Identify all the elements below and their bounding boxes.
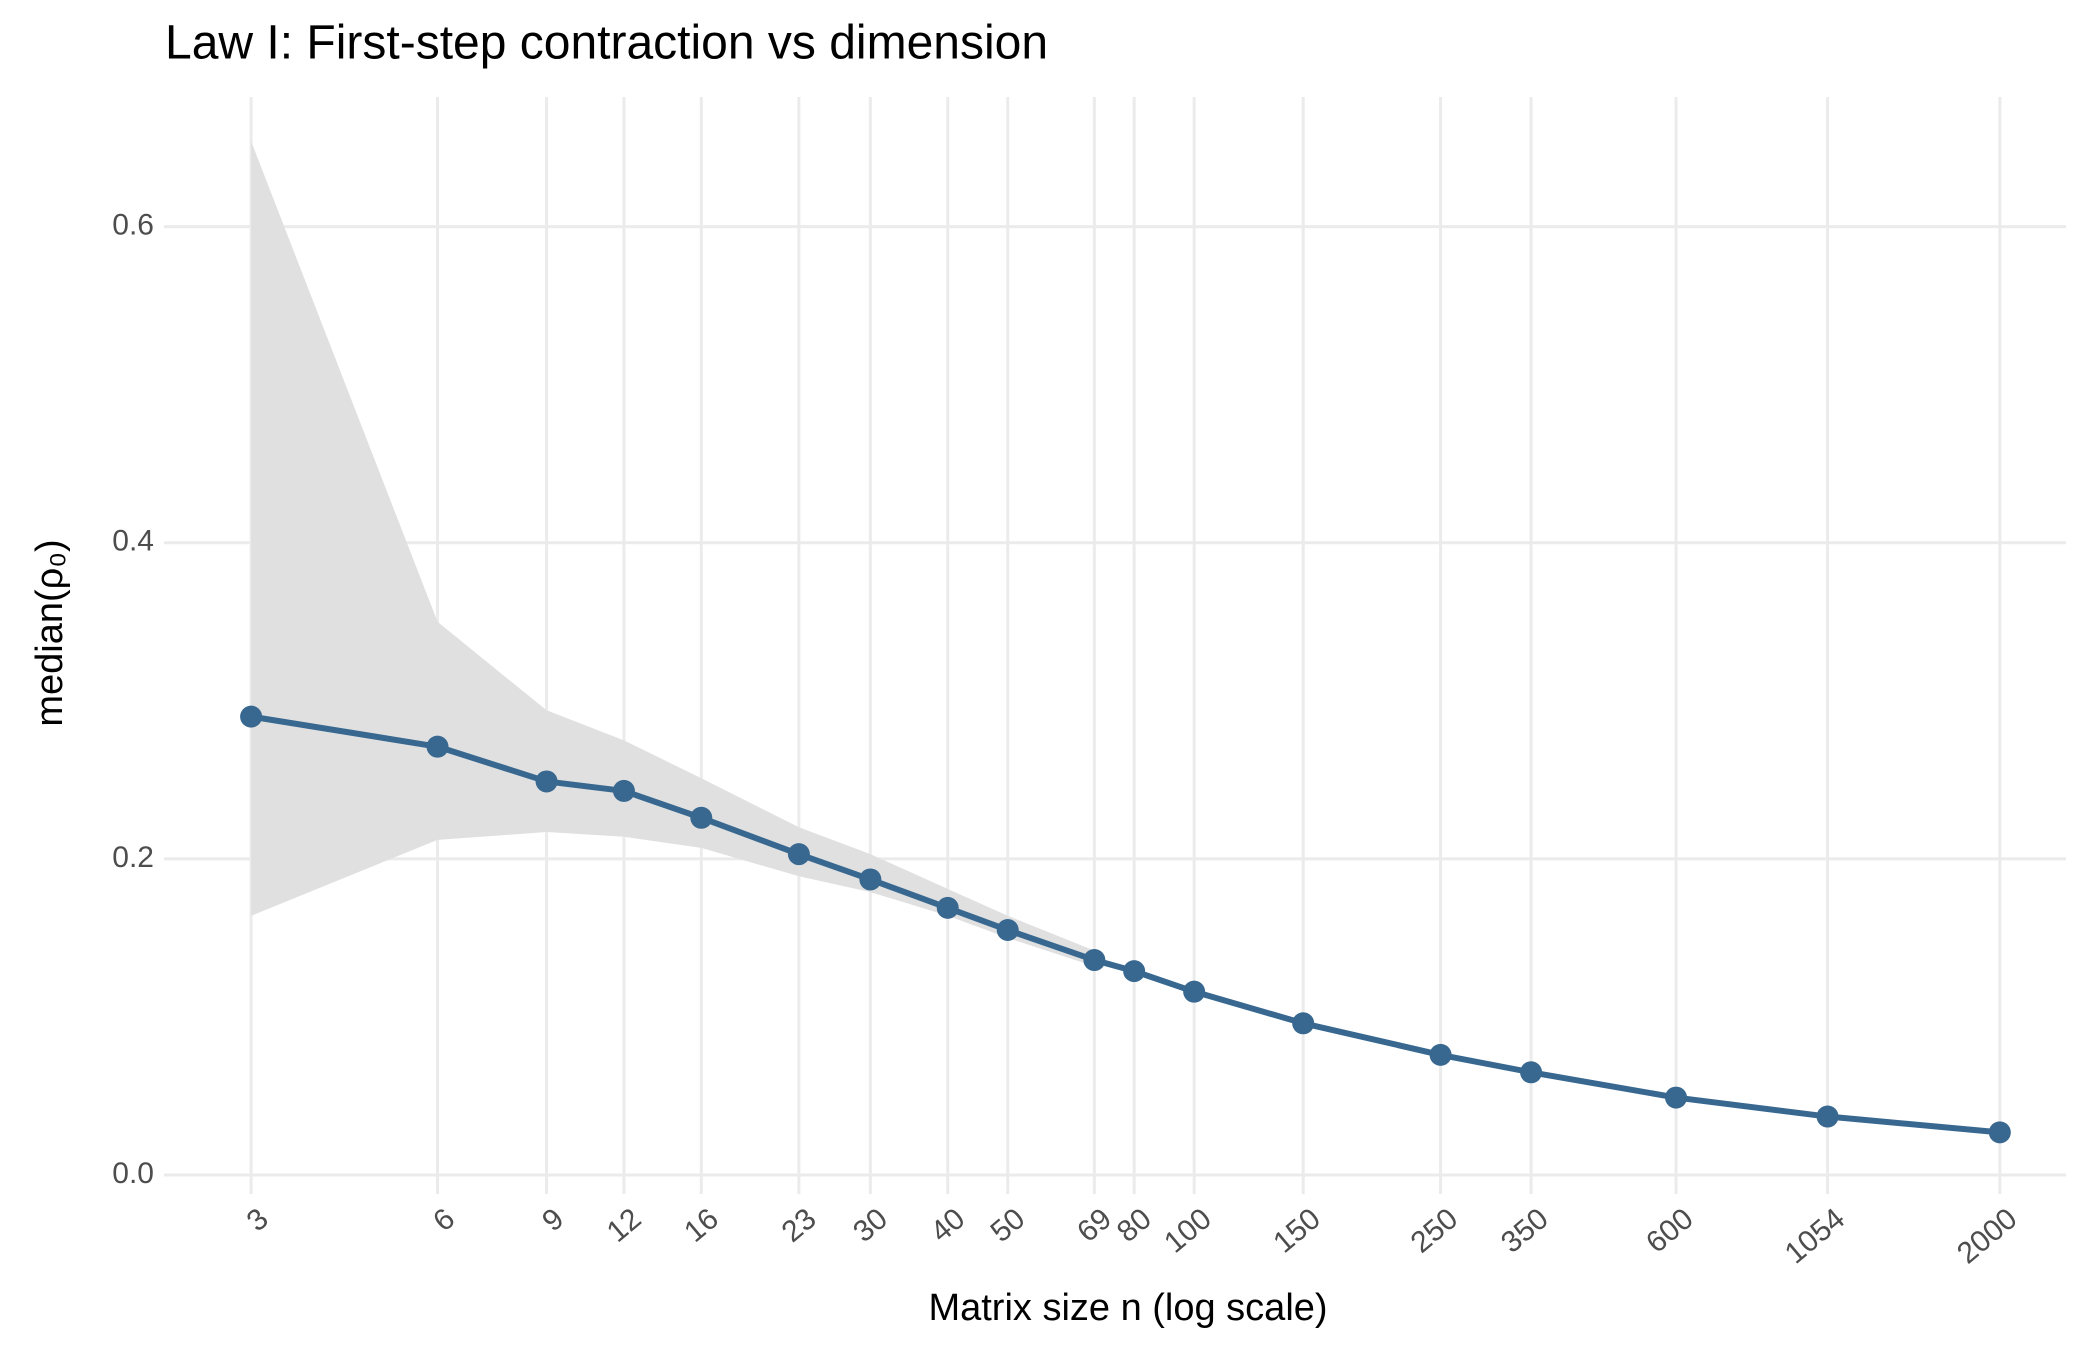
point (1816, 1105, 1839, 1128)
line (250, 713, 2001, 1136)
x-axis-title: Matrix size n (log scale) (928, 1287, 1327, 1329)
x-tick-label: 23 (776, 1202, 823, 1249)
point (1429, 1043, 1452, 1066)
x-tick-label: 3 (241, 1202, 275, 1238)
x-tick-label: 600 (1640, 1202, 1700, 1259)
y-tick-label: 0.6 (112, 209, 154, 242)
chart-title: Law I: First-step contraction vs dimensi… (165, 17, 1048, 70)
point (996, 919, 1019, 942)
point (1123, 960, 1146, 983)
y-tick-label: 0.4 (112, 525, 154, 558)
x-tick-label: 1054 (1779, 1202, 1851, 1270)
point (535, 770, 558, 793)
x-tick-label: 9 (536, 1202, 570, 1238)
point (426, 735, 449, 758)
point (1520, 1061, 1543, 1084)
x-tick-label: 6 (427, 1202, 461, 1238)
point (690, 806, 713, 829)
point (1988, 1121, 2011, 1144)
x-tick-label: 12 (601, 1202, 648, 1249)
x-tick-label: 16 (678, 1202, 725, 1249)
x-tick-label: 2000 (1951, 1202, 2023, 1270)
y-tick-label: 0.0 (112, 1157, 154, 1190)
point (936, 896, 959, 919)
y-tick-label: 0.2 (112, 841, 154, 874)
x-tick-label: 250 (1405, 1202, 1465, 1259)
point (240, 705, 263, 728)
point (1083, 949, 1106, 972)
x-tick-label: 50 (985, 1202, 1032, 1249)
x-tick-label: 69 (1071, 1202, 1118, 1249)
x-tick-label: 40 (925, 1202, 972, 1249)
point (1183, 980, 1206, 1003)
x-tick-label: 100 (1158, 1202, 1218, 1259)
point (1665, 1086, 1688, 1109)
y-axis-title: median(ρ₀) (29, 539, 71, 726)
x-tick-label: 30 (847, 1202, 894, 1249)
point (859, 868, 882, 891)
point (787, 843, 810, 866)
x-tick-label: 150 (1267, 1202, 1327, 1259)
point (1292, 1012, 1315, 1035)
x-tick-label: 350 (1495, 1202, 1555, 1259)
confidence-band (251, 141, 1095, 967)
point (612, 779, 635, 802)
x-tick-label: 80 (1111, 1202, 1158, 1249)
